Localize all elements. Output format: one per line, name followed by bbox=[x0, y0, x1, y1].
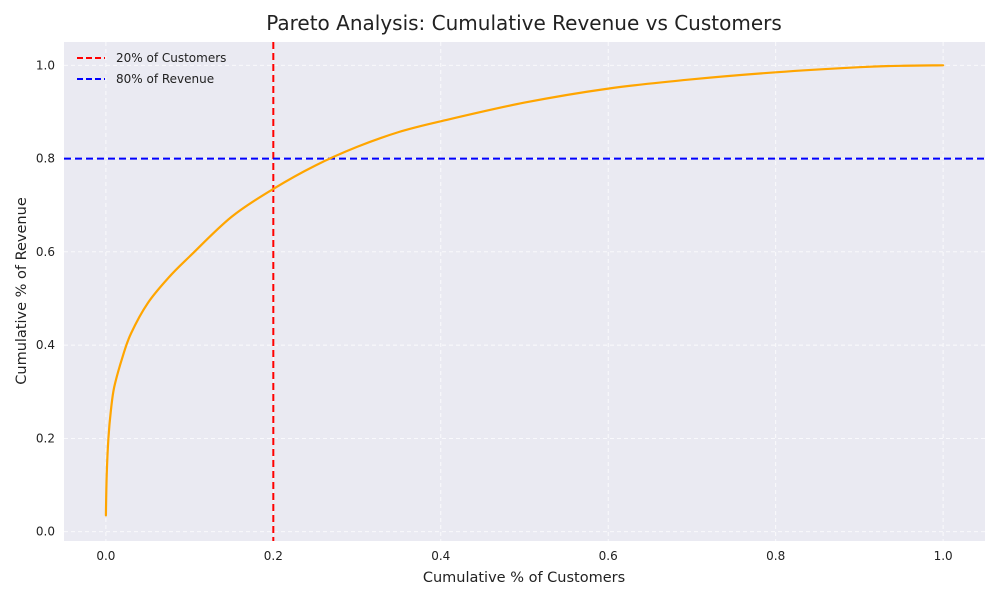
x-axis-ticks: 0.0 0.2 0.4 0.6 0.8 1.0 bbox=[96, 549, 952, 563]
y-tick-label: 0.4 bbox=[36, 338, 55, 352]
x-tick-label: 0.8 bbox=[766, 549, 785, 563]
legend-label: 20% of Customers bbox=[116, 51, 226, 65]
x-tick-label: 1.0 bbox=[934, 549, 953, 563]
y-tick-label: 0.6 bbox=[36, 245, 55, 259]
y-axis-ticks: 0.0 0.2 0.4 0.6 0.8 1.0 bbox=[36, 58, 55, 538]
x-tick-label: 0.4 bbox=[431, 549, 450, 563]
x-tick-label: 0.6 bbox=[599, 549, 618, 563]
y-tick-label: 0.0 bbox=[36, 525, 55, 539]
chart-title: Pareto Analysis: Cumulative Revenue vs C… bbox=[266, 11, 782, 35]
y-tick-label: 0.2 bbox=[36, 431, 55, 445]
legend-label: 80% of Revenue bbox=[116, 72, 214, 86]
y-tick-label: 0.8 bbox=[36, 152, 55, 166]
y-axis-label: Cumulative % of Revenue bbox=[14, 197, 30, 385]
y-tick-label: 1.0 bbox=[36, 58, 55, 72]
x-tick-label: 0.0 bbox=[96, 549, 115, 563]
legend: 20% of Customers 80% of Revenue bbox=[77, 51, 226, 86]
reference-lines bbox=[64, 42, 985, 541]
plot-area bbox=[64, 42, 985, 541]
x-tick-label: 0.2 bbox=[264, 549, 283, 563]
gridlines bbox=[64, 42, 985, 541]
x-axis-label: Cumulative % of Customers bbox=[423, 570, 625, 586]
cumulative-revenue-line bbox=[104, 64, 945, 517]
